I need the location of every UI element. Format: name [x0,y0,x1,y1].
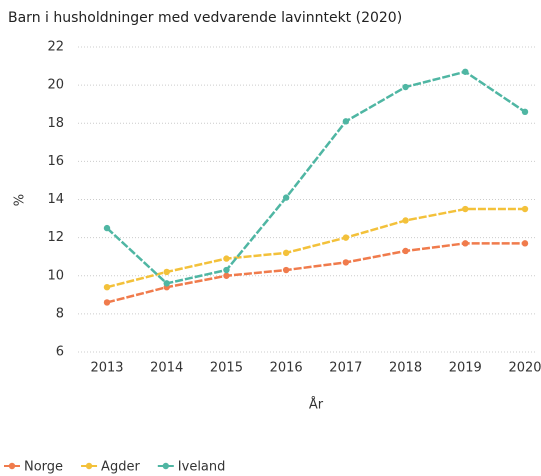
x-tick-label: 2015 [210,361,243,376]
series-line [106,70,526,285]
y-tick-label: 6 [56,345,64,360]
data-point [462,240,469,247]
x-tick-label: 2013 [90,361,123,376]
legend-symbol [85,462,93,470]
legend-label: Iveland [178,460,226,475]
data-point [521,205,529,213]
legend-symbol [8,462,16,470]
y-tick-label: 18 [47,116,64,131]
chart-title: Barn i husholdninger med vedvarende lavi… [8,10,402,26]
data-point [402,83,409,91]
y-tick-label: 12 [47,230,64,245]
data-point [223,266,230,274]
data-point [163,280,170,287]
x-tick-label: 2019 [449,361,482,376]
x-tick-label: 2017 [329,361,362,376]
data-point [402,247,409,255]
data-point [521,240,529,247]
y-tick-label: 20 [47,78,64,93]
x-tick-label: 2014 [150,361,183,376]
data-point [462,205,469,213]
x-tick-label: 2018 [389,361,422,376]
series-line [106,242,525,304]
data-point [103,283,111,291]
y-tick-label: 16 [47,154,64,169]
data-point [342,118,350,125]
y-tick-label: 14 [47,192,64,207]
data-point [163,268,170,276]
data-point [103,224,111,232]
data-point [282,249,290,257]
y-axis-label: % [13,194,28,206]
data-point [103,299,111,306]
y-tick-label: 8 [56,306,64,321]
series-line [106,207,525,289]
data-point [402,217,409,224]
data-point [223,255,230,262]
data-point [342,234,350,241]
data-point [462,68,469,75]
data-point [282,266,290,274]
x-tick-label: 2016 [270,361,303,376]
y-tick-label: 22 [47,40,64,55]
x-tick-label: 2020 [508,361,541,376]
data-point [521,108,529,116]
legend-symbol [162,462,169,470]
data-point [223,272,230,279]
legend-label: Norge [24,460,63,475]
data-point [282,194,290,201]
legend-label: Agder [101,460,140,475]
y-tick-label: 10 [47,268,64,283]
x-axis-label: År [309,397,324,413]
data-point [342,259,350,266]
